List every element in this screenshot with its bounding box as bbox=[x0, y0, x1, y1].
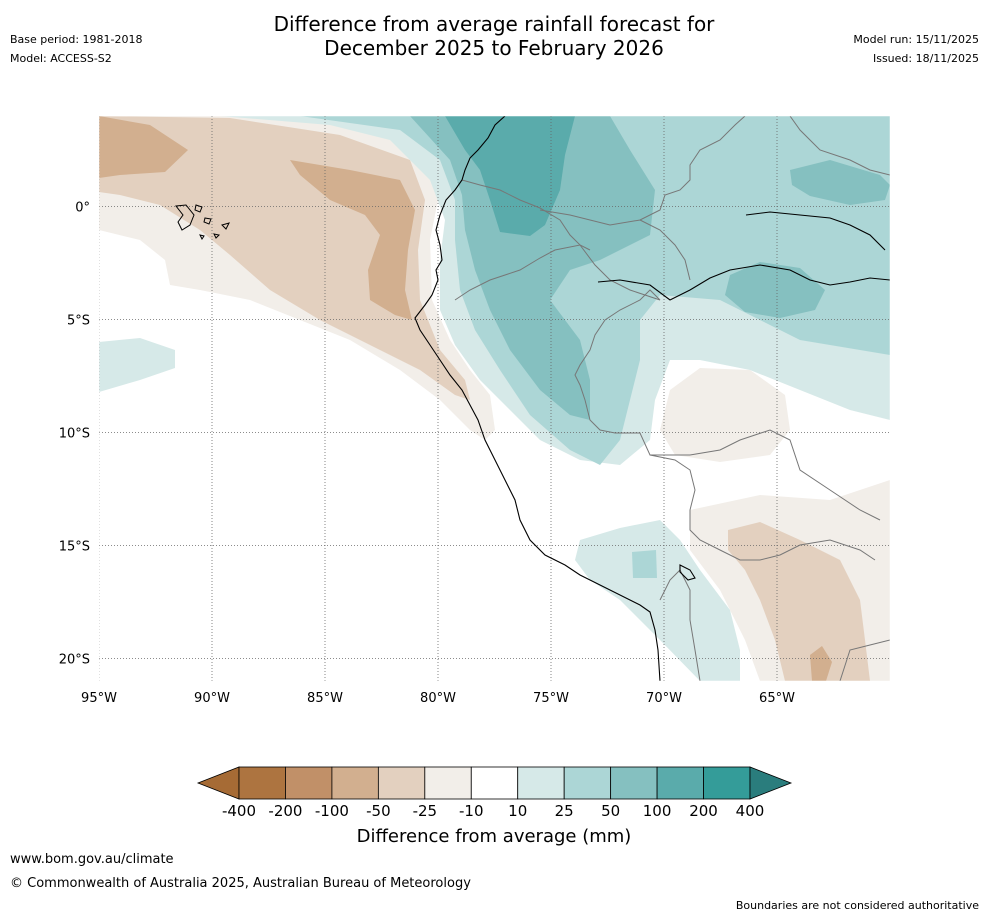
guyana-border bbox=[789, 116, 890, 176]
website-text[interactable]: www.bom.gov.au/climate bbox=[10, 852, 174, 867]
longitude-label: 70°W bbox=[646, 691, 682, 706]
galapagos-islands bbox=[175, 204, 230, 240]
model-text: Model: ACCESS-S2 bbox=[10, 52, 112, 65]
latitude-labels: 0° 5°S 10°S 15°S 20°S bbox=[59, 200, 90, 667]
colorbar-tick-label: 100 bbox=[643, 802, 672, 820]
title-line-1: Difference from average rainfall forecas… bbox=[273, 12, 715, 36]
wet-anomaly-region bbox=[632, 550, 657, 578]
model-run-text: Model run: 15/11/2025 bbox=[853, 33, 979, 46]
colorbar-tick-label: 25 bbox=[555, 802, 574, 820]
colorbar-tick-label: -25 bbox=[413, 802, 438, 820]
colorbar-swatch bbox=[703, 766, 751, 800]
colorbar-swatch bbox=[563, 766, 612, 800]
map-area bbox=[99, 116, 890, 681]
dry-anomaly-region bbox=[728, 522, 870, 681]
longitude-label: 85°W bbox=[307, 691, 343, 706]
country-borders bbox=[454, 116, 890, 681]
dry-anomaly-region bbox=[99, 116, 188, 178]
chart-title: Difference from average rainfall forecas… bbox=[0, 12, 988, 60]
metadata-left: Base period: 1981-2018 Model: ACCESS-S2 bbox=[10, 30, 142, 68]
longitude-label: 75°W bbox=[533, 691, 569, 706]
colorbar: -400 -200 -100 -50 -25 -10 10 25 50 100 200 400 bbox=[196, 766, 793, 820]
latitude-label: 10°S bbox=[59, 426, 90, 441]
coastlines bbox=[414, 116, 890, 681]
longitude-label: 95°W bbox=[81, 691, 117, 706]
colorbar-tick-label: -50 bbox=[366, 802, 391, 820]
colorbar-swatch bbox=[377, 766, 426, 800]
island bbox=[199, 234, 205, 240]
base-period-text: Base period: 1981-2018 bbox=[10, 33, 143, 46]
colorbar-swatch bbox=[517, 766, 565, 800]
metadata-right: Model run: 15/11/2025 Issued: 18/11/2025 bbox=[853, 30, 979, 68]
copyright-text: © Commonwealth of Australia 2025, Austra… bbox=[10, 876, 471, 891]
latitude-label: 5°S bbox=[67, 313, 90, 328]
dry-anomaly-region bbox=[660, 368, 790, 462]
disclaimer-text: Boundaries are not considered authoritat… bbox=[735, 899, 979, 912]
colorbar-tick-label: 400 bbox=[736, 802, 765, 820]
colorbar-title: Difference from average (mm) bbox=[356, 826, 632, 847]
longitude-label: 80°W bbox=[420, 691, 456, 706]
colorbar-tick-label: -400 bbox=[222, 802, 256, 820]
wet-anomaly-region bbox=[790, 160, 890, 205]
bolivia-border bbox=[649, 454, 876, 561]
colorbar-swatch bbox=[424, 766, 472, 800]
island bbox=[203, 217, 212, 225]
peru-border bbox=[454, 244, 690, 456]
colorbar-swatch bbox=[656, 766, 704, 800]
wet-anomaly-region bbox=[99, 338, 175, 392]
longitude-labels: 95°W 90°W 85°W 80°W 75°W 70°W 65°W bbox=[81, 691, 795, 706]
colorbar-tick-label: 10 bbox=[508, 802, 527, 820]
wet-anomaly-region bbox=[725, 262, 825, 318]
island bbox=[221, 222, 230, 230]
map-frame bbox=[98, 115, 891, 682]
colorbar-tick-label: 200 bbox=[689, 802, 718, 820]
chile-border bbox=[659, 569, 701, 681]
amazon-river bbox=[597, 264, 890, 301]
wet-anomaly-region bbox=[410, 116, 655, 420]
title-line-2: December 2025 to February 2026 bbox=[324, 36, 664, 60]
colorbar-swatch bbox=[331, 766, 379, 800]
dry-anomaly-region bbox=[290, 160, 415, 320]
orinoco-river bbox=[745, 211, 886, 251]
colorbar-swatch bbox=[238, 766, 286, 800]
latitude-label: 0° bbox=[75, 200, 90, 215]
venezuela-border bbox=[639, 219, 691, 281]
wet-anomaly-region bbox=[575, 520, 740, 681]
longitude-label: 65°W bbox=[759, 691, 795, 706]
wet-anomaly-region bbox=[445, 116, 575, 236]
gridlines bbox=[99, 116, 890, 681]
island bbox=[194, 204, 203, 213]
latitude-label: 20°S bbox=[59, 652, 90, 667]
bolivia-east-border bbox=[689, 429, 881, 521]
colorbar-extend-low bbox=[196, 766, 240, 800]
colorbar-swatch bbox=[285, 766, 333, 800]
wet-anomaly-region bbox=[300, 116, 890, 465]
colorbar-tick-label: -200 bbox=[268, 802, 302, 820]
colorbar-swatch bbox=[610, 766, 658, 800]
colorbar-swatch bbox=[470, 766, 519, 800]
colorbar-tick-label: -10 bbox=[459, 802, 484, 820]
latitude-label: 15°S bbox=[59, 539, 90, 554]
argentina-border bbox=[839, 639, 890, 681]
longitude-label: 90°W bbox=[194, 691, 230, 706]
dry-anomaly-region bbox=[810, 646, 832, 681]
island bbox=[175, 204, 195, 231]
colombia-ecuador-border bbox=[461, 179, 591, 251]
island bbox=[213, 233, 221, 239]
colorbar-tick-label: 50 bbox=[601, 802, 620, 820]
colorbar-tick-label: -100 bbox=[315, 802, 349, 820]
lake-titicaca bbox=[679, 564, 696, 581]
brazil-border bbox=[539, 116, 746, 226]
colorbar-extend-high bbox=[749, 766, 793, 800]
pacific-coastline bbox=[414, 116, 661, 681]
issued-text: Issued: 18/11/2025 bbox=[872, 52, 979, 65]
